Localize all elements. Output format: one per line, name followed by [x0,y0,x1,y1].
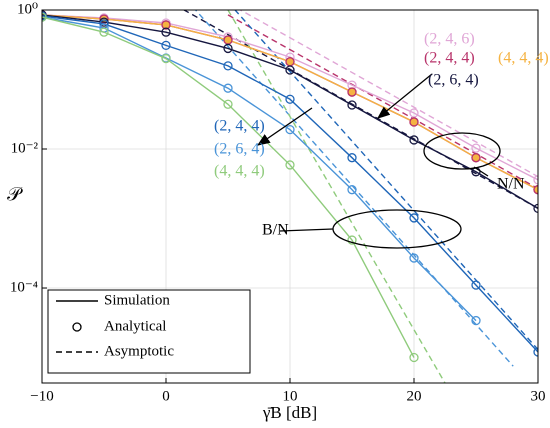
ellipse [423,132,501,170]
marker [99,27,109,37]
y-axis-label: 𝒫 [7,184,23,205]
asymptote-line [182,10,538,209]
annotation: (2, 6, 4) [214,141,265,158]
arrow [376,73,433,119]
callouts [256,73,501,249]
series-line [42,16,477,322]
y-tick-label: 10⁻⁴ [10,279,38,295]
annotation: B/N [262,222,289,239]
y-tick-label: 10⁻² [11,140,39,156]
marker [471,315,481,326]
marker [285,124,295,135]
marker [409,213,419,223]
x-axis-label: γ̄B [dB] [262,403,317,422]
x-tick-label: −10 [30,388,53,404]
series-line [42,16,415,358]
marker [471,280,481,290]
annotation: (4, 4, 4) [214,163,265,180]
arrow [256,107,313,146]
marker [347,153,357,163]
marker [161,53,171,64]
legend-label: Analytical [104,318,166,334]
marker [347,100,357,110]
series-line [42,15,538,353]
y-tick-label: 10⁰ [17,1,38,17]
marker [223,61,233,71]
annotation: (2, 4, 4) [214,118,265,135]
legend-label: Asymptotic [104,343,174,359]
annotation: N/N [497,176,525,193]
marker [409,253,419,263]
x-tick-label: 0 [162,388,170,404]
annotation: (2, 6, 4) [428,72,479,89]
annotation: (4, 4, 4) [498,50,549,67]
marker [347,185,357,195]
lines [42,10,538,383]
legend: Simulation Analytical Asymptotic [47,289,251,374]
marker [471,153,481,163]
marker [347,235,357,245]
marker [533,347,538,357]
marker [161,20,171,30]
marker [161,40,171,51]
x-tick-label: 30 [531,388,546,404]
legend-marker [72,322,82,332]
marker [42,12,47,22]
marker [533,203,538,214]
marker [285,160,295,170]
marker [533,175,538,185]
marker [409,108,419,118]
marker [409,352,419,363]
pointer-line [473,166,489,177]
asymptote-line [234,10,538,351]
legend-label: Simulation [104,292,170,308]
series-line [42,14,538,181]
marker [347,87,357,97]
marker [223,35,233,45]
marker [223,43,233,54]
marker [533,185,538,195]
marker [223,83,233,93]
marker [223,99,233,109]
annotation: (2, 4, 4) [424,50,475,67]
marker [99,14,109,24]
marker [409,117,419,127]
marker [161,27,171,37]
series-line [42,14,538,209]
annotation: (2, 4, 6) [424,31,475,48]
marker [285,65,295,75]
marker [471,143,481,153]
x-tick-label: 20 [407,388,422,404]
pointer-line [279,228,334,232]
legend-box [47,289,251,374]
marker [285,94,295,104]
marker [409,135,419,145]
marker [285,57,295,67]
asymptote-line [194,10,514,367]
x-tick-label: 10 [283,388,298,404]
asymptote-line [227,10,446,383]
